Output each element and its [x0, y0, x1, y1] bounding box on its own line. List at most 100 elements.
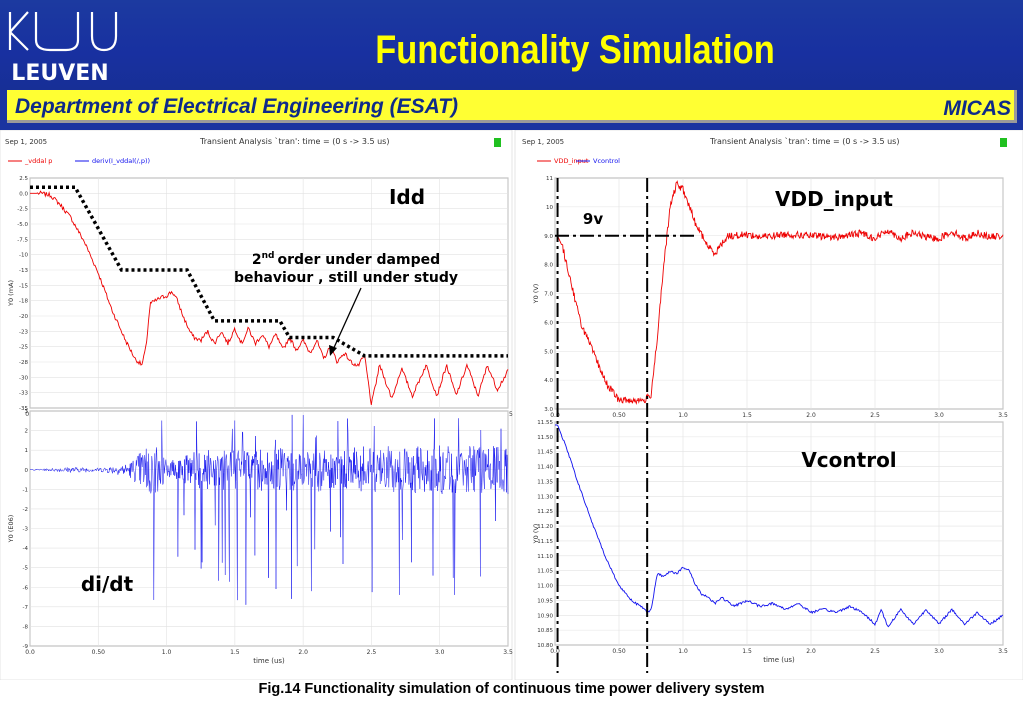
vcontrol-ytick-label: 11.20 [537, 524, 553, 530]
didt-ytick-label: -6 [23, 585, 29, 591]
right-legend-0: VDD_input [554, 157, 589, 165]
idd-ytick-label: -33 [19, 391, 28, 397]
idd-series-line [30, 190, 509, 405]
vdd_input-ylabel: Y0 (V) [532, 284, 540, 305]
didt-ytick-label: 0 [25, 468, 29, 474]
idd-ytick-label: -15 [19, 283, 28, 289]
vcontrol-ytick-label: 11.40 [537, 465, 553, 471]
vcontrol-xtick-label: 3.5 [998, 648, 1008, 655]
didt-xtick-label: 1.5 [230, 649, 240, 656]
idd-ytick-label: -18 [19, 299, 28, 305]
department-bar [7, 90, 1017, 123]
vcontrol-ytick-label: 11.00 [537, 584, 553, 590]
vcontrol-ylabel: Y0 (V) [532, 524, 540, 545]
didt-xtick-label: 1.0 [162, 649, 172, 656]
annot-vdd-input: VDD_input [775, 187, 893, 211]
idd-ytick-label: -23 [19, 329, 28, 335]
didt-ytick-label: -5 [23, 566, 29, 572]
vcontrol-ytick-label: 10.90 [537, 613, 553, 619]
note-line-2: behaviour , still under study [234, 270, 458, 286]
idd-ytick-label: -13 [19, 268, 28, 274]
vcontrol-ytick-label: 10.80 [537, 643, 553, 649]
vdd_input-ytick-label: 9.0 [544, 234, 553, 240]
vdd_input-ytick-label: 5.0 [544, 349, 553, 355]
vcontrol-xtick-label: 1.0 [678, 648, 688, 655]
annot-vcontrol: Vcontrol [801, 448, 896, 472]
vdd_input-ytick-label: 8.0 [544, 263, 553, 269]
idd-ytick-label: -20 [19, 314, 28, 320]
vdd_input-xtick-label: 3.5 [998, 412, 1008, 419]
didt-ytick-label: 1 [25, 448, 29, 454]
right-analysis-title: Transient Analysis `tran': time = (0 s -… [709, 136, 899, 146]
vcontrol-ytick-label: 11.10 [537, 554, 553, 560]
didt-ytick-label: -8 [23, 624, 29, 630]
vcontrol-xtick-label: 2.0 [806, 648, 816, 655]
chart-vdd_input: 0.0 0.50 1.0 1.5 2.0 2.5 3.0 3.5 11 10 9.0 8.0 7.0 6.… [532, 176, 1008, 419]
left-legend-1: deriv(I_vddal(/,p)) [92, 157, 150, 165]
vcontrol-xtick-label: 1.5 [742, 648, 752, 655]
didt-series-line [29, 414, 509, 605]
vcontrol-ytick-label: 11.35 [537, 479, 553, 485]
note-sup: 2 [252, 252, 262, 268]
idd-plot-area [29, 177, 509, 409]
left-legend-0: _vddal p [24, 157, 52, 165]
department-label: Department of Electrical Engineering (ES… [15, 95, 459, 118]
chart-vcontrol: 0.0 0.50 1.0 1.5 2.0 2.5 3.0 3.5 11.55 11.50 11.45… [532, 420, 1008, 664]
didt-xtick-label: 3.5 [503, 649, 513, 656]
idd-ytick-label: -7.5 [17, 237, 28, 243]
right-date: Sep 1, 2005 [522, 138, 564, 146]
didt-xtick-label: 0.50 [92, 649, 106, 656]
idd-ytick-label: -10 [19, 253, 28, 259]
vcontrol-ytick-label: 11.55 [537, 420, 553, 426]
left-green-marker [494, 138, 501, 147]
vdd_input-xtick-label: 0.50 [612, 412, 626, 419]
idd-ytick-label: -30 [19, 375, 28, 381]
idd-ytick-label: -2.5 [17, 207, 28, 213]
didt-xtick-label: 3.0 [435, 649, 445, 656]
vcontrol-xlabel: time (us) [763, 656, 795, 664]
page-title: Functionality Simulation [375, 28, 775, 72]
didt-ytick-label: -2 [23, 507, 28, 513]
vdd_input-xtick-label: 0.0 [550, 412, 560, 419]
vcontrol-ytick-label: 11.30 [537, 494, 553, 500]
didt-xtick-label: 2.0 [298, 649, 308, 656]
idd-ytick-label: -5.0 [17, 222, 28, 228]
vdd_input-ytick-label: 7.0 [544, 292, 553, 298]
vdd_input-series-line [555, 180, 1004, 405]
annot-9v: 9v [583, 210, 603, 228]
idd-ytick-label: -25 [19, 345, 28, 351]
annot-didt: di/dt [81, 572, 134, 596]
didt-ytick-label: 2 [25, 429, 29, 435]
idd-envelope-dotted-line [30, 185, 508, 358]
vdd_input-ytick-label: 11 [546, 176, 553, 182]
didt-ylabel: Y0 (E06) [7, 515, 15, 544]
vcontrol-ytick-label: 10.95 [537, 598, 553, 604]
vdd_input-xtick-label: 2.0 [806, 412, 816, 419]
note-line1-text: order under damped [277, 252, 440, 268]
vcontrol-ytick-label: 11.25 [537, 509, 553, 515]
vdd_input-ytick-label: 4.0 [544, 378, 553, 384]
didt-xtick-label: 2.5 [367, 649, 377, 656]
didt-xlabel: time (us) [253, 657, 285, 665]
vcontrol-plot-area [554, 421, 1004, 646]
vcontrol-xtick-label: 2.5 [870, 648, 880, 655]
idd-ytick-label: 2.5 [19, 176, 28, 182]
simulation-figure: Sep 1, 2005 Transient Analysis `tran': t… [0, 130, 1023, 680]
vdd_input-ytick-label: 10 [546, 205, 553, 211]
vcontrol-xtick-label: 0.50 [612, 648, 626, 655]
ku-leuven-logo: LEUVEN [8, 11, 118, 86]
idd-ylabel: Y0 (mA) [7, 280, 15, 307]
vdd_input-ytick-label: 3.0 [544, 407, 553, 413]
header-band [0, 0, 1023, 90]
vdd_input-xtick-label: 1.5 [742, 412, 752, 419]
didt-ytick-label: -9 [23, 644, 29, 650]
didt-ytick-label: 3 [25, 409, 29, 415]
didt-xtick-label: 0.0 [25, 649, 35, 656]
idd-ytick-label: 0.0 [19, 191, 28, 197]
vdd_input-xtick-label: 1.0 [678, 412, 688, 419]
figure-caption: Fig.14 Functionality simulation of conti… [258, 681, 765, 697]
vcontrol-ytick-label: 11.50 [537, 435, 553, 441]
chart-idd: 0.00.501.01.52.02.53.03.52.50.0-2.5-5.0-… [7, 176, 513, 418]
vcontrol-xtick-label: 3.0 [934, 648, 944, 655]
vdd_input-xtick-label: 3.0 [934, 412, 944, 419]
